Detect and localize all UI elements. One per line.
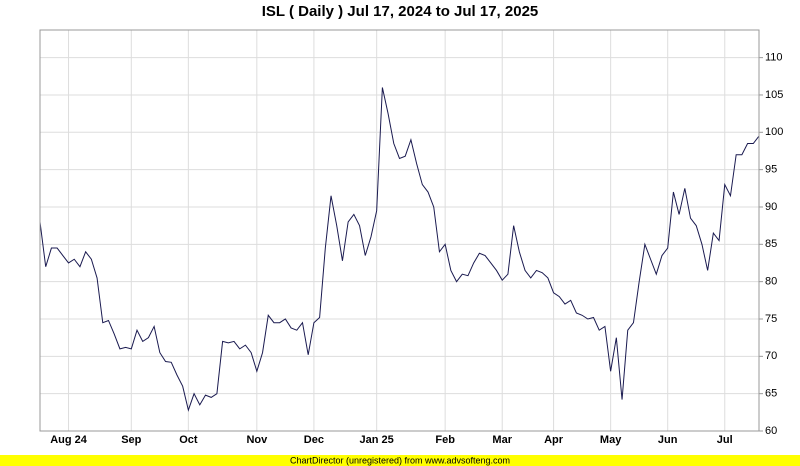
y-tick-label: 80 (765, 276, 777, 288)
x-tick-label: Jan 25 (360, 434, 394, 446)
y-tick-label: 85 (765, 238, 777, 250)
x-tick-label: May (600, 434, 622, 446)
footer-bar (0, 455, 800, 466)
y-tick-label: 65 (765, 388, 777, 400)
x-tick-label: Nov (246, 434, 268, 446)
footer: ChartDirector (unregistered) from www.ad… (290, 455, 510, 465)
y-tick-label: 75 (765, 313, 777, 325)
x-tick-label: Jul (717, 434, 733, 446)
x-tick-label: Aug 24 (50, 434, 88, 446)
x-tick-label: Apr (544, 434, 564, 446)
x-tick-label: Mar (492, 434, 512, 446)
y-tick-label: 95 (765, 164, 777, 176)
plot-area (39, 29, 760, 432)
y-tick-label: 110 (765, 52, 783, 64)
x-tick-label: Feb (435, 434, 455, 446)
y-tick-label: 105 (765, 89, 783, 101)
x-tick-label: Sep (121, 434, 141, 446)
x-tick-label: Jun (658, 434, 678, 446)
y-tick-label: 90 (765, 201, 777, 213)
y-tick-label: 60 (765, 425, 777, 437)
price-line (39, 87, 760, 412)
x-tick-label: Oct (179, 434, 198, 446)
y-tick-label: 70 (765, 350, 777, 362)
x-tick-label: Dec (304, 434, 324, 446)
chart-title: ISL ( Daily ) Jul 17, 2024 to Jul 17, 20… (262, 3, 539, 20)
plot-area (39, 29, 760, 432)
y-tick-label: 100 (765, 126, 783, 138)
